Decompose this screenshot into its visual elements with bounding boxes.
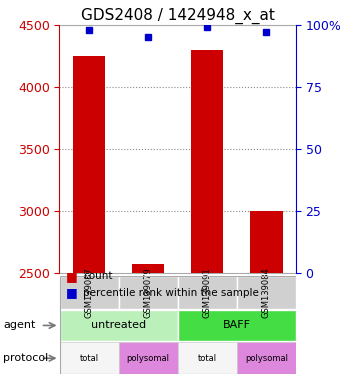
Text: ■: ■ — [66, 286, 78, 300]
Bar — [191, 50, 223, 273]
Text: GSM139087: GSM139087 — [85, 267, 94, 318]
Text: total: total — [80, 354, 99, 363]
Bar — [177, 342, 237, 374]
Text: polysomal: polysomal — [245, 354, 288, 363]
Text: percentile rank within the sample: percentile rank within the sample — [83, 288, 259, 298]
Bar — [237, 342, 296, 374]
Text: GSM139079: GSM139079 — [143, 267, 153, 318]
Title: GDS2408 / 1424948_x_at: GDS2408 / 1424948_x_at — [81, 7, 275, 23]
Text: BAFF: BAFF — [223, 320, 251, 331]
Text: agent: agent — [3, 320, 36, 331]
Text: protocol: protocol — [3, 353, 49, 363]
Bar — [59, 310, 177, 341]
Text: GSM139091: GSM139091 — [203, 267, 212, 318]
Text: polysomal: polysomal — [126, 354, 170, 363]
Text: ■: ■ — [66, 270, 78, 283]
Bar — [73, 56, 105, 273]
Bar — [59, 276, 119, 309]
Bar — [119, 276, 177, 309]
Bar — [177, 310, 296, 341]
Bar — [177, 276, 237, 309]
Text: untreated: untreated — [91, 320, 146, 331]
Bar — [250, 211, 283, 273]
Text: total: total — [198, 354, 217, 363]
Bar — [132, 264, 164, 273]
Bar — [237, 276, 296, 309]
Text: count: count — [83, 271, 113, 281]
Text: GSM139084: GSM139084 — [262, 267, 271, 318]
Bar — [59, 342, 119, 374]
Bar — [119, 342, 177, 374]
